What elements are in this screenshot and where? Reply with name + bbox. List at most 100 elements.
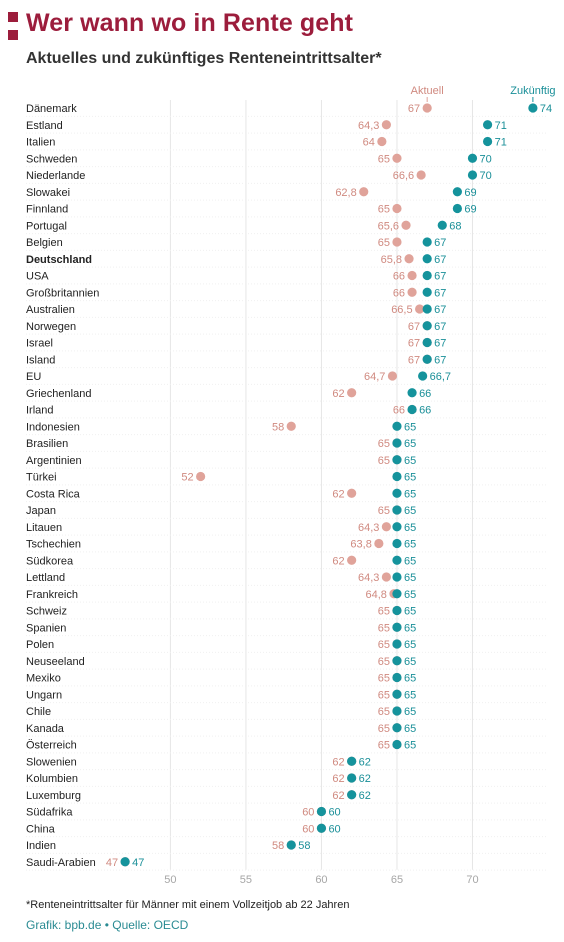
value-label-future: 65: [404, 606, 416, 618]
country-label: Estland: [26, 120, 63, 132]
country-label: EU: [26, 371, 41, 383]
value-label-future: 62: [359, 773, 371, 785]
country-label: Italien: [26, 137, 55, 149]
value-label-future: 65: [404, 639, 416, 651]
value-label-current: 62: [332, 773, 344, 785]
value-label-current: 65: [378, 153, 390, 165]
country-label: Österreich: [26, 740, 77, 752]
country-label: Neuseeland: [26, 656, 85, 668]
dot-future: [437, 220, 447, 230]
dot-future: [286, 840, 296, 850]
country-label: Australien: [26, 304, 75, 316]
value-label-future: 66: [419, 405, 431, 417]
country-label: Saudi-Arabien: [26, 857, 96, 869]
value-label-current: 66: [393, 287, 405, 299]
value-label-future: 65: [404, 455, 416, 467]
dot-future: [392, 639, 402, 649]
country-label: Lettland: [26, 572, 65, 584]
value-label-future: 67: [434, 237, 446, 249]
dot-future: [422, 321, 432, 331]
dot-future: [392, 421, 402, 431]
country-label: Südafrika: [26, 807, 73, 819]
dot-future: [392, 723, 402, 733]
dot-future: [120, 857, 130, 867]
value-label-current: 66: [393, 405, 405, 417]
value-label-future: 60: [328, 823, 340, 835]
value-label-current: 64: [363, 137, 375, 149]
value-label-future: 65: [404, 438, 416, 450]
country-label: Südkorea: [26, 555, 74, 567]
value-label-future: 65: [404, 421, 416, 433]
country-label: Luxemburg: [26, 790, 81, 802]
dot-future: [392, 739, 402, 750]
dot-current: [377, 136, 387, 147]
value-label-current: 65: [378, 237, 390, 249]
value-label-future: 65: [404, 622, 416, 634]
value-label-future: 65: [404, 505, 416, 517]
dot-future: [422, 304, 432, 314]
value-label-current: 60: [302, 823, 314, 835]
value-label-future: 67: [434, 338, 446, 350]
value-label-future: 68: [449, 220, 461, 232]
country-label: Türkei: [26, 472, 57, 484]
dot-current: [392, 153, 402, 163]
value-label-future: 74: [540, 103, 552, 115]
value-label-current: 63,8: [350, 539, 371, 551]
chart-title: Wer wann wo in Rente geht: [26, 9, 354, 37]
dot-future: [392, 471, 402, 482]
value-label-current: 65,6: [378, 220, 399, 232]
value-label-current: 64,3: [358, 572, 379, 584]
footnote: *Renteneintrittsalter für Männer mit ein…: [26, 899, 350, 911]
country-label: Israel: [26, 338, 53, 350]
dot-current: [286, 421, 296, 431]
dot-future: [347, 756, 357, 766]
dot-current: [387, 371, 398, 381]
country-label: Großbritannien: [26, 287, 99, 299]
dot-future: [482, 120, 493, 130]
value-label-current: 65: [378, 706, 390, 718]
dot-current: [196, 471, 206, 482]
value-label-current: 62: [332, 555, 344, 567]
country-label: Irland: [26, 405, 54, 417]
value-label-future: 67: [434, 287, 446, 299]
dot-future: [392, 538, 402, 549]
dot-future: [452, 203, 462, 214]
country-label: Schweiz: [26, 606, 67, 618]
dot-future: [422, 270, 432, 281]
value-label-future: 65: [404, 673, 416, 685]
value-label-future: 65: [404, 522, 416, 534]
dot-current: [347, 388, 357, 398]
dot-current: [392, 237, 402, 247]
country-label: Indien: [26, 840, 56, 852]
x-tick-label: 70: [466, 874, 478, 886]
value-label-current: 66,5: [391, 304, 412, 316]
x-tick-label: 65: [391, 874, 403, 886]
value-label-future: 47: [132, 857, 144, 869]
dot-future: [392, 706, 402, 716]
value-label-future: 69: [464, 204, 476, 216]
value-label-future: 71: [495, 137, 507, 149]
value-label-future: 69: [464, 187, 476, 199]
value-label-current: 65: [378, 505, 390, 517]
dot-future: [392, 455, 402, 465]
dot-current: [422, 103, 432, 113]
value-label-current: 64,8: [366, 589, 387, 601]
value-label-future: 65: [404, 555, 416, 567]
dot-future: [392, 656, 402, 666]
dot-future: [392, 622, 402, 632]
dot-current: [392, 203, 402, 214]
dot-current: [347, 555, 357, 565]
value-label-current: 65: [378, 606, 390, 618]
x-tick-label: 50: [164, 874, 176, 886]
chart-subtitle: Aktuelles und zukünftiges Renteneintritt…: [26, 50, 382, 67]
country-label: Polen: [26, 639, 54, 651]
brand-logo-mark: [8, 12, 18, 40]
value-label-current: 65: [378, 740, 390, 752]
value-label-future: 65: [404, 539, 416, 551]
country-label: Japan: [26, 505, 56, 517]
value-label-current: 65: [378, 723, 390, 735]
dot-future: [422, 287, 432, 297]
value-label-current: 65: [378, 204, 390, 216]
value-label-future: 65: [404, 572, 416, 584]
value-label-current: 52: [181, 472, 193, 484]
